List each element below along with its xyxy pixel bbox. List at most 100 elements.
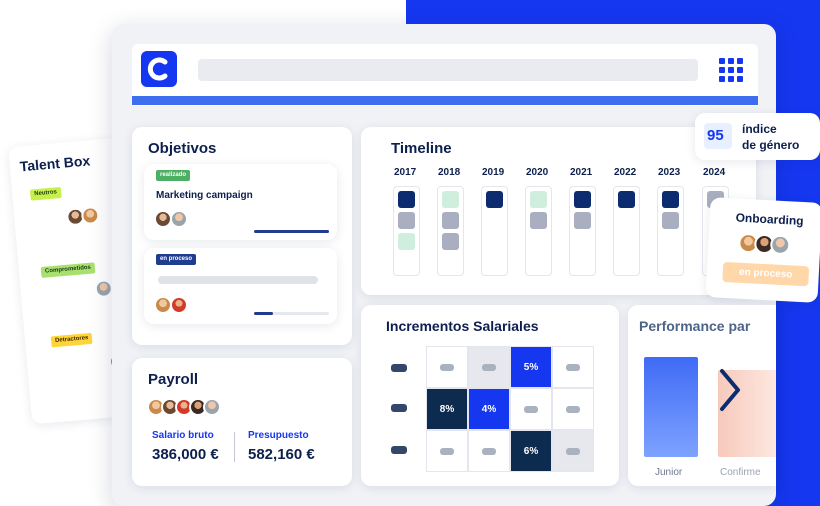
timeline-block — [442, 212, 459, 229]
top-bar-accent — [132, 96, 758, 105]
timeline-column[interactable] — [437, 186, 464, 276]
timeline-block — [398, 212, 415, 229]
empty-value-dash — [566, 447, 580, 455]
timeline-column[interactable] — [525, 186, 552, 276]
heatmap-cell[interactable] — [426, 346, 468, 388]
performance-title: Performance par — [639, 318, 751, 334]
talent-group-neutros: Neutros — [29, 187, 62, 201]
apps-grid-icon[interactable] — [719, 58, 743, 82]
presupuesto-value: 582,160 € — [248, 446, 315, 463]
timeline-block — [486, 191, 503, 208]
avatar — [170, 210, 188, 228]
avatar — [80, 205, 101, 226]
empty-value-dash — [482, 363, 496, 371]
performance-label-junior: Junior — [655, 467, 683, 478]
empty-value-dash — [440, 363, 454, 371]
presupuesto-label: Presupuesto — [248, 430, 309, 441]
cell-value: 5% — [523, 361, 539, 373]
year-label: 2021 — [570, 167, 593, 178]
heatmap-cell[interactable] — [426, 430, 468, 472]
payroll-title: Payroll — [148, 371, 199, 388]
talent-box-title: Talent Box — [19, 152, 91, 175]
gender-index-label-line1: índice — [742, 122, 777, 136]
timeline-block — [530, 212, 547, 229]
cell-value: 4% — [481, 403, 497, 415]
year-label: 2018 — [438, 167, 461, 178]
performance-bar-confirme[interactable] — [718, 370, 776, 457]
gender-index-badge — [704, 123, 732, 149]
timeline-column[interactable] — [569, 186, 596, 276]
heatmap-cell[interactable]: 4% — [468, 388, 510, 430]
heatmap-cell[interactable]: 8% — [426, 388, 468, 430]
heatmap-cell[interactable] — [468, 346, 510, 388]
onboarding-title: Onboarding — [735, 210, 804, 229]
empty-value-dash — [566, 363, 580, 371]
empty-value-dash — [440, 447, 454, 455]
onboarding-status-badge: en proceso — [722, 261, 810, 287]
timeline-card — [361, 127, 756, 295]
timeline-column[interactable] — [481, 186, 508, 276]
row-label — [391, 364, 407, 372]
payroll-card: Payroll Salario bruto 386,000 € Presupue… — [132, 358, 352, 486]
logo-c-icon — [147, 57, 168, 81]
status-badge: en proceso — [156, 254, 197, 265]
timeline-block — [398, 191, 415, 208]
heatmap-cell[interactable]: 5% — [510, 346, 552, 388]
performance-card: Performance par Junior Confirme — [628, 305, 776, 486]
heatmap-cell[interactable] — [510, 388, 552, 430]
payroll-divider — [234, 432, 235, 462]
avatar — [203, 398, 221, 416]
year-label: 2024 — [703, 167, 726, 178]
objetivos-card: Objetivos realizado Marketing campaign e… — [132, 127, 352, 345]
timeline-title: Timeline — [391, 140, 452, 157]
empty-value-dash — [566, 405, 580, 413]
empty-value-dash — [482, 447, 496, 455]
timeline-block — [618, 191, 635, 208]
objetivo-item[interactable]: realizado Marketing campaign — [144, 164, 337, 240]
incrementos-title: Incrementos Salariales — [386, 318, 539, 334]
timeline-column[interactable] — [657, 186, 684, 276]
timeline-block — [662, 212, 679, 229]
salario-bruto-value: 386,000 € — [152, 446, 219, 463]
year-label: 2020 — [526, 167, 549, 178]
objetivo-name: Marketing campaign — [156, 190, 253, 201]
empty-value-dash — [524, 405, 538, 413]
timeline-column[interactable] — [393, 186, 420, 276]
objetivo-item[interactable]: en proceso — [144, 248, 337, 324]
progress-fill — [254, 230, 329, 233]
placeholder-text-line — [158, 276, 318, 284]
year-label: 2017 — [394, 167, 417, 178]
avatar — [769, 234, 791, 256]
timeline-block — [574, 191, 591, 208]
heatmap-cell[interactable] — [468, 430, 510, 472]
timeline-column[interactable] — [613, 186, 640, 276]
avatar — [170, 296, 188, 314]
year-label: 2019 — [482, 167, 505, 178]
row-label — [391, 404, 407, 412]
heatmap-cell[interactable] — [552, 346, 594, 388]
row-label — [391, 446, 407, 454]
heatmap-cell[interactable] — [552, 388, 594, 430]
performance-bar-junior[interactable] — [644, 357, 698, 457]
status-badge: realizado — [156, 170, 191, 181]
search-input[interactable] — [198, 59, 698, 81]
talent-group-detractores: Detractores — [50, 332, 93, 348]
timeline-block — [662, 191, 679, 208]
timeline-block — [442, 233, 459, 250]
app-logo[interactable] — [141, 51, 177, 87]
heatmap-cell[interactable]: 6% — [510, 430, 552, 472]
heatmap-cell[interactable] — [552, 430, 594, 472]
salario-bruto-label: Salario bruto — [152, 430, 214, 441]
year-label: 2022 — [614, 167, 637, 178]
gender-index-value: 95 — [707, 127, 724, 144]
onboarding-card[interactable]: Onboarding en proceso — [705, 197, 820, 303]
timeline-block — [574, 212, 591, 229]
cell-value: 6% — [523, 445, 539, 457]
timeline-block — [530, 191, 547, 208]
objetivo-progress-bar — [254, 312, 329, 315]
talent-group-comprometidos: Comprometidos — [40, 262, 96, 278]
gender-index-card: 95 índice de género — [695, 113, 820, 160]
timeline-block — [442, 191, 459, 208]
chevron-right-icon[interactable] — [716, 365, 744, 415]
progress-fill — [254, 312, 273, 315]
